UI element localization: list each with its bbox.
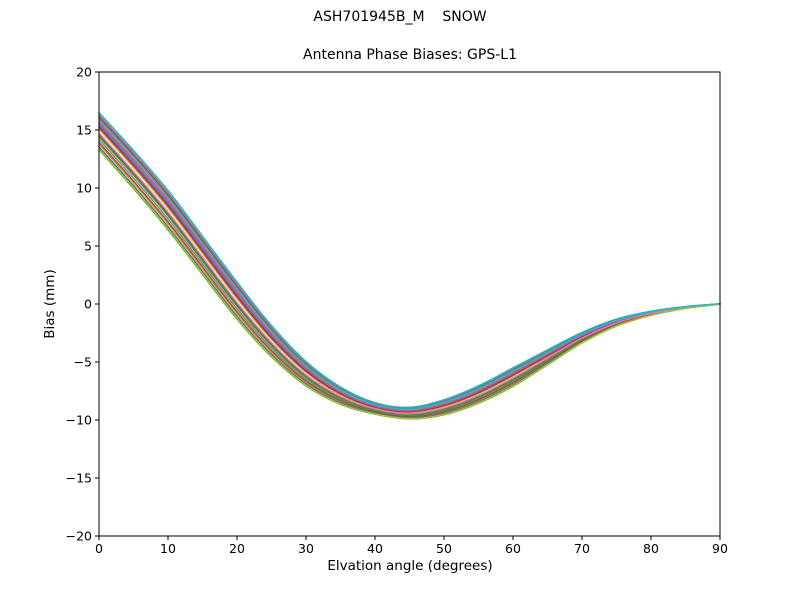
x-tick-label: 70 [574,541,590,556]
y-tick-label: 15 [76,123,92,138]
series-line-series-12 [98,119,721,411]
x-tick-label: 0 [95,541,103,556]
plot-frame [98,71,721,537]
x-tick-label: 50 [436,541,452,556]
x-tick-label: 60 [505,541,521,556]
series-line-series-06 [98,134,721,415]
x-axis-label: Elvation angle (degrees) [327,558,493,574]
chart-subtitle: Antenna Phase Biases: GPS-L1 [303,47,517,63]
series-line-series-08 [98,138,721,417]
series-line-series-11 [98,146,721,419]
series-line-series-04 [98,116,721,410]
y-tick-label: −10 [66,413,92,428]
x-tick-label: 80 [643,541,659,556]
y-tick-label: 20 [76,65,92,80]
x-tick-label: 40 [367,541,383,556]
series-line-series-16 [98,141,721,418]
series-line-series-09 [98,128,721,414]
chart-title: ASH701945B_M SNOW [313,9,487,25]
series-line-series-05 [98,121,721,411]
series-line-series-03 [98,149,721,420]
x-tick-label: 20 [229,541,245,556]
x-tick-label: 30 [298,541,314,556]
series-line-series-17 [98,132,721,415]
series-line-series-20 [98,118,721,411]
series-line-series-02 [98,143,721,418]
series-line-series-13 [98,136,721,416]
y-tick-label: 5 [84,239,92,254]
x-tick-label: 10 [160,541,176,556]
y-tick-label: 10 [76,181,92,196]
y-tick-label: 0 [84,297,92,312]
y-tick-label: −5 [74,355,92,370]
series-line-series-15 [98,123,721,412]
series-line-series-14 [98,126,721,413]
series-line-series-19 [98,148,721,420]
x-tick-label: 90 [712,541,728,556]
y-tick-label: −20 [66,529,92,544]
series-line-series-01 [98,124,721,413]
y-tick-label: −15 [66,471,92,486]
